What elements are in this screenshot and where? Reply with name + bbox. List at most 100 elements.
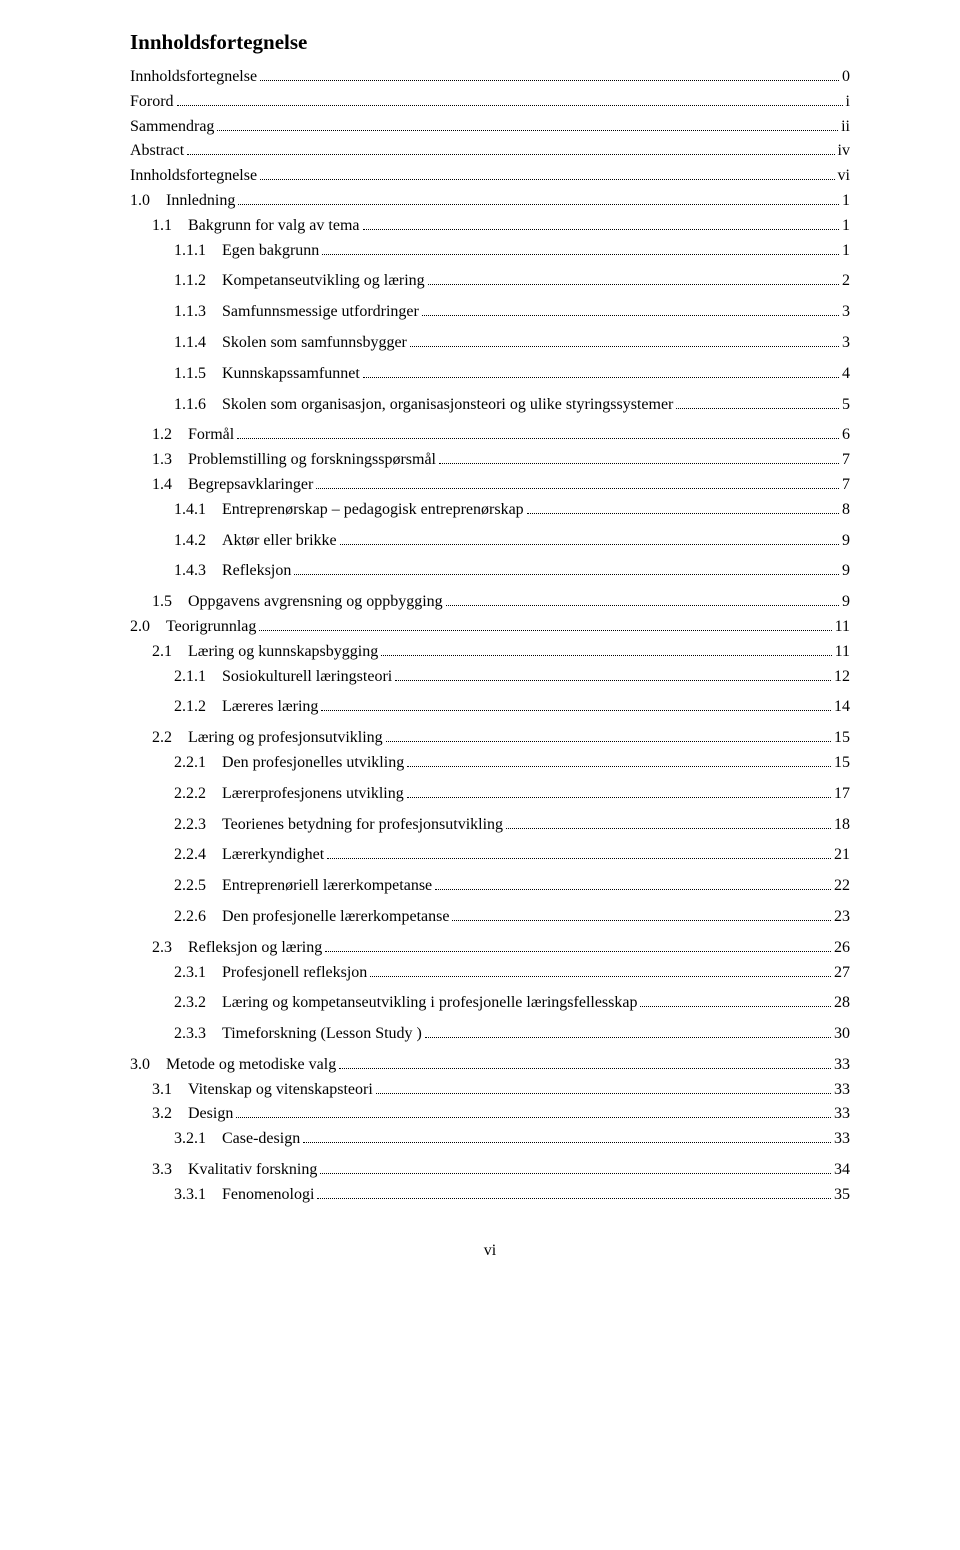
toc-entry: 1.1.2 Kompetanseutvikling og læring2 bbox=[130, 269, 850, 294]
toc-entry: 1.1.3 Samfunnsmessige utfordringer 3 bbox=[130, 300, 850, 325]
toc-leader-dots bbox=[260, 179, 834, 180]
toc-entry-page: 15 bbox=[834, 751, 850, 776]
toc-leader-dots bbox=[294, 574, 839, 575]
toc-entry: Innholdsfortegnelse 0 bbox=[130, 65, 850, 90]
toc-entry-label: 1.4 Begrepsavklaringer bbox=[152, 473, 313, 498]
toc-entry-page: vi bbox=[838, 164, 850, 189]
toc-entry: 1.4.1 Entreprenørskap – pedagogisk entre… bbox=[130, 498, 850, 523]
toc-entry: 2.1 Læring og kunnskapsbygging 11 bbox=[130, 640, 850, 665]
toc-entry-page: 9 bbox=[842, 559, 850, 584]
toc-entry: 1.1.4 Skolen som samfunnsbygger3 bbox=[130, 331, 850, 356]
toc-entry-page: 34 bbox=[834, 1158, 850, 1183]
toc-entry-page: 30 bbox=[834, 1022, 850, 1047]
toc-entry: 3.2.1 Case-design33 bbox=[130, 1127, 850, 1152]
toc-entry: 1.4.2 Aktør eller brikke9 bbox=[130, 529, 850, 554]
toc-entry-label: 1.3 Problemstilling og forskningsspørsmå… bbox=[152, 448, 436, 473]
toc-entry-page: 3 bbox=[842, 331, 850, 356]
toc-entry: 2.2.3 Teorienes betydning for profesjons… bbox=[130, 813, 850, 838]
toc-entry-label: 2.3 Refleksjon og læring bbox=[152, 936, 322, 961]
toc-entry-page: 1 bbox=[842, 239, 850, 264]
toc-entry: 2.2.2 Lærerprofesjonens utvikling17 bbox=[130, 782, 850, 807]
toc-entry-page: i bbox=[846, 90, 850, 115]
toc-entry-label: 2.1.1 Sosiokulturell læringsteori bbox=[174, 665, 392, 690]
toc-entry-label: 3.3 Kvalitativ forskning bbox=[152, 1158, 317, 1183]
toc-entry-page: 9 bbox=[842, 529, 850, 554]
toc-entry-label: 1.1.3 Samfunnsmessige utfordringer bbox=[174, 300, 419, 325]
toc-entry-label: 1.0 Innledning bbox=[130, 189, 235, 214]
toc-entry-page: 5 bbox=[842, 393, 850, 418]
toc-leader-dots bbox=[395, 680, 831, 681]
toc-entry: 1.1.6 Skolen som organisasjon, organisas… bbox=[130, 393, 850, 418]
toc-entry-label: 2.2.1 Den profesjonelles utvikling bbox=[174, 751, 404, 776]
toc-leader-dots bbox=[259, 630, 831, 631]
toc-entry-label: 2.2.3 Teorienes betydning for profesjons… bbox=[174, 813, 503, 838]
toc-entry: 1.5 Oppgavens avgrensning og oppbygging 9 bbox=[130, 590, 850, 615]
toc-entry: 2.2.6 Den profesjonelle lærerkompetanse2… bbox=[130, 905, 850, 930]
toc-entry-label: 2.3.2 Læring og kompetanseutvikling i pr… bbox=[174, 991, 637, 1016]
toc-entry-page: 15 bbox=[834, 726, 850, 751]
toc-leader-dots bbox=[376, 1093, 831, 1094]
toc-entry-label: 1.1.5 Kunnskapssamfunnet bbox=[174, 362, 360, 387]
toc-entry: 2.3 Refleksjon og læring 26 bbox=[130, 936, 850, 961]
toc-entry-label: Sammendrag bbox=[130, 115, 214, 140]
toc-entry-page: 9 bbox=[842, 590, 850, 615]
toc-leader-dots bbox=[676, 408, 839, 409]
toc-entry-label: 1.1.1 Egen bakgrunn bbox=[174, 239, 319, 264]
toc-entry: 1.1 Bakgrunn for valg av tema1 bbox=[130, 214, 850, 239]
toc-entry-label: 2.3.1 Profesjonell refleksjon bbox=[174, 961, 367, 986]
toc-entry-label: Innholdsfortegnelse bbox=[130, 65, 257, 90]
toc-entry: 1.4.3 Refleksjon9 bbox=[130, 559, 850, 584]
toc-entry-label: Forord bbox=[130, 90, 174, 115]
toc-entry: 2.0 Teorigrunnlag 11 bbox=[130, 615, 850, 640]
toc-leader-dots bbox=[435, 889, 831, 890]
toc-entry: 3.1 Vitenskap og vitenskapsteori33 bbox=[130, 1078, 850, 1103]
toc-entry-page: 28 bbox=[834, 991, 850, 1016]
toc-entry-page: 6 bbox=[842, 423, 850, 448]
toc-leader-dots bbox=[381, 655, 831, 656]
toc-entry: Abstractiv bbox=[130, 139, 850, 164]
toc-leader-dots bbox=[363, 229, 840, 230]
toc-entry-page: 7 bbox=[842, 473, 850, 498]
toc-leader-dots bbox=[446, 605, 839, 606]
toc-entry-page: 8 bbox=[842, 498, 850, 523]
toc-leader-dots bbox=[452, 920, 831, 921]
toc-entry-page: 3 bbox=[842, 300, 850, 325]
toc-entry: 2.2.1 Den profesjonelles utvikling 15 bbox=[130, 751, 850, 776]
toc-entry-label: 2.1 Læring og kunnskapsbygging bbox=[152, 640, 378, 665]
toc-leader-dots bbox=[321, 710, 831, 711]
toc-entry-label: 1.2 Formål bbox=[152, 423, 234, 448]
toc-leader-dots bbox=[327, 858, 831, 859]
toc-entry-page: 33 bbox=[834, 1078, 850, 1103]
toc-entry: 2.3.3 Timeforskning (Lesson Study ) 30 bbox=[130, 1022, 850, 1047]
toc-entry-label: 2.2.5 Entreprenøriell lærerkompetanse bbox=[174, 874, 432, 899]
toc-entry-page: 22 bbox=[834, 874, 850, 899]
toc-leader-dots bbox=[422, 315, 839, 316]
toc-entry-label: 3.2.1 Case-design bbox=[174, 1127, 300, 1152]
toc-entry-page: 1 bbox=[842, 189, 850, 214]
toc-entry-label: 2.3.3 Timeforskning (Lesson Study ) bbox=[174, 1022, 422, 1047]
toc-entry: Innholdsfortegnelsevi bbox=[130, 164, 850, 189]
toc-leader-dots bbox=[260, 80, 839, 81]
toc-entry-label: 2.2.2 Lærerprofesjonens utvikling bbox=[174, 782, 404, 807]
toc-entry-label: 1.5 Oppgavens avgrensning og oppbygging bbox=[152, 590, 443, 615]
toc-entry-page: 14 bbox=[834, 695, 850, 720]
toc-entry-page: ii bbox=[841, 115, 850, 140]
toc-entry-label: 1.1.2 Kompetanseutvikling og læring bbox=[174, 269, 425, 294]
toc-entry-page: 11 bbox=[835, 640, 850, 665]
toc-entry-page: 0 bbox=[842, 65, 850, 90]
toc-entry-page: iv bbox=[838, 139, 850, 164]
toc-entry-page: 26 bbox=[834, 936, 850, 961]
toc-entry-page: 12 bbox=[834, 665, 850, 690]
toc-leader-dots bbox=[428, 284, 839, 285]
toc-entry: 2.3.2 Læring og kompetanseutvikling i pr… bbox=[130, 991, 850, 1016]
toc-container: Innholdsfortegnelse 0 Forord i Sammendrag iiA… bbox=[130, 65, 850, 1208]
toc-entry-label: 2.0 Teorigrunnlag bbox=[130, 615, 256, 640]
toc-entry: Forord i bbox=[130, 90, 850, 115]
toc-entry-page: 35 bbox=[834, 1183, 850, 1208]
toc-entry-label: 3.2 Design bbox=[152, 1102, 233, 1127]
toc-leader-dots bbox=[322, 254, 839, 255]
toc-entry: 3.3 Kvalitativ forskning 34 bbox=[130, 1158, 850, 1183]
toc-leader-dots bbox=[320, 1173, 831, 1174]
toc-entry-page: 11 bbox=[835, 615, 850, 640]
toc-entry-label: 3.3.1 Fenomenologi bbox=[174, 1183, 314, 1208]
